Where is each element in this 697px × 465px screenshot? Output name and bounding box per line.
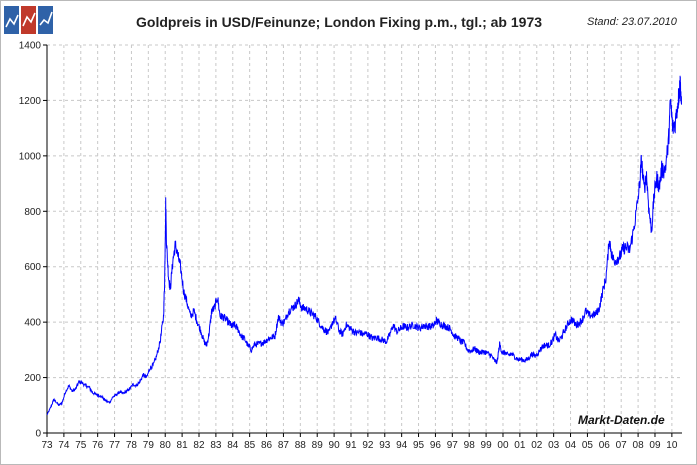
x-tick-label: 00 xyxy=(497,440,509,451)
x-tick-label: 84 xyxy=(227,440,239,451)
chart-line-icon xyxy=(22,12,36,27)
x-tick-labels: 73 74 75 76 77 78 79 80 81 82 83 84 85 86 87 88 89 90 91 92… xyxy=(41,440,677,451)
x-tick-label: 82 xyxy=(193,440,205,451)
x-tick-label: 10 xyxy=(666,440,678,451)
x-tick-label: 86 xyxy=(261,440,273,451)
series-line-gold-price xyxy=(46,75,682,416)
x-tick-label: 75 xyxy=(75,440,87,451)
stand-date: Stand: 23.07.2010 xyxy=(587,16,677,28)
x-tick-label: 06 xyxy=(599,440,611,451)
y-tick-label: 800 xyxy=(24,207,41,218)
x-tick-label: 92 xyxy=(362,440,374,451)
x-tick-label: 74 xyxy=(58,440,70,451)
y-tick-label: 400 xyxy=(24,318,41,329)
x-tick-label: 03 xyxy=(548,440,560,451)
x-tick-label: 90 xyxy=(329,440,341,451)
x-tick-label: 93 xyxy=(379,440,391,451)
x-tick-label: 01 xyxy=(514,440,526,451)
y-tick-label: 1000 xyxy=(19,151,42,162)
y-tick-label: 1200 xyxy=(19,96,42,107)
x-tick-label: 96 xyxy=(430,440,442,451)
site-logo xyxy=(4,6,53,34)
x-tick-label: 83 xyxy=(210,440,222,451)
x-tick-label: 77 xyxy=(109,440,121,451)
axes xyxy=(43,44,682,437)
x-tick-label: 81 xyxy=(177,440,189,451)
watermark: Markt-Daten.de xyxy=(578,413,665,427)
chart-line-icon xyxy=(5,14,19,28)
x-tick-label: 99 xyxy=(481,440,493,451)
x-tick-label: 94 xyxy=(396,440,408,451)
x-tick-label: 87 xyxy=(278,440,290,451)
x-tick-label: 97 xyxy=(447,440,459,451)
x-tick-label: 78 xyxy=(126,440,138,451)
x-tick-label: 89 xyxy=(312,440,324,451)
y-tick-label: 600 xyxy=(24,262,41,273)
chart-title: Goldpreis in USD/Feinunze; London Fixing… xyxy=(136,14,543,30)
x-tick-label: 91 xyxy=(345,440,357,451)
x-tick-label: 02 xyxy=(531,440,543,451)
x-tick-label: 88 xyxy=(295,440,307,451)
x-tick-label: 04 xyxy=(565,440,577,451)
x-tick-label: 80 xyxy=(160,440,172,451)
logo-tile-3 xyxy=(38,6,53,34)
y-tick-labels: 0 200 400 600 800 1000 1200 1400 xyxy=(19,41,42,440)
x-tick-label: 73 xyxy=(41,440,53,451)
x-tick-label: 05 xyxy=(582,440,594,451)
chart-line-icon xyxy=(39,11,53,26)
y-tick-label: 200 xyxy=(24,373,41,384)
x-tick-label: 85 xyxy=(244,440,256,451)
x-tick-label: 08 xyxy=(633,440,645,451)
y-tick-label: 0 xyxy=(35,429,41,440)
x-tick-label: 09 xyxy=(649,440,661,451)
x-tick-label: 76 xyxy=(92,440,104,451)
x-tick-label: 79 xyxy=(143,440,155,451)
grid-lines xyxy=(47,44,682,433)
y-tick-label: 1400 xyxy=(19,41,42,52)
x-tick-label: 95 xyxy=(413,440,425,451)
x-tick-label: 98 xyxy=(464,440,476,451)
x-tick-label: 07 xyxy=(616,440,628,451)
